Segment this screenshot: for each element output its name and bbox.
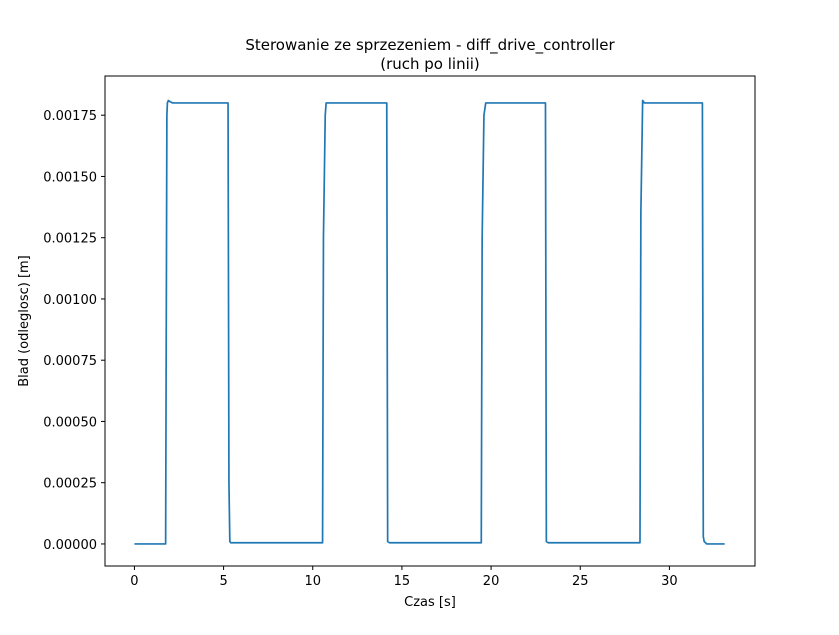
y-axis-title: Blad (odleglosc) [m]	[17, 255, 32, 387]
y-tick-label: 0.00125	[43, 232, 97, 247]
x-tick-label: 15	[394, 574, 411, 589]
y-tick-label: 0.00025	[43, 477, 97, 492]
x-tick-label: 25	[572, 574, 589, 589]
x-axis-title: Czas [s]	[404, 595, 456, 610]
y-tick-label: 0.00050	[43, 415, 97, 430]
x-tick-label: 5	[219, 574, 227, 589]
x-axis-ticks: 0 5 10 15 20 25 30	[130, 566, 678, 589]
y-tick-label: 0.00000	[43, 538, 97, 553]
x-tick-label: 10	[304, 574, 321, 589]
y-tick-label: 0.00075	[43, 354, 97, 369]
y-tick-label: 0.00150	[43, 170, 97, 185]
x-tick-label: 30	[661, 574, 678, 589]
plot-area-frame	[104, 75, 756, 567]
x-tick-label: 0	[130, 574, 138, 589]
chart-title-line2: (ruch po linii)	[380, 55, 480, 73]
y-tick-label: 0.00175	[43, 109, 97, 124]
chart-title-line1: Sterowanie ze sprzezeniem - diff_drive_c…	[245, 36, 615, 55]
series-line-error	[134, 99, 725, 545]
x-tick-label: 20	[483, 574, 500, 589]
y-tick-label: 0.00100	[43, 293, 97, 308]
y-axis-ticks: 0.00000 0.00025 0.00050 0.00075 0.00100 0.001…	[43, 109, 105, 553]
